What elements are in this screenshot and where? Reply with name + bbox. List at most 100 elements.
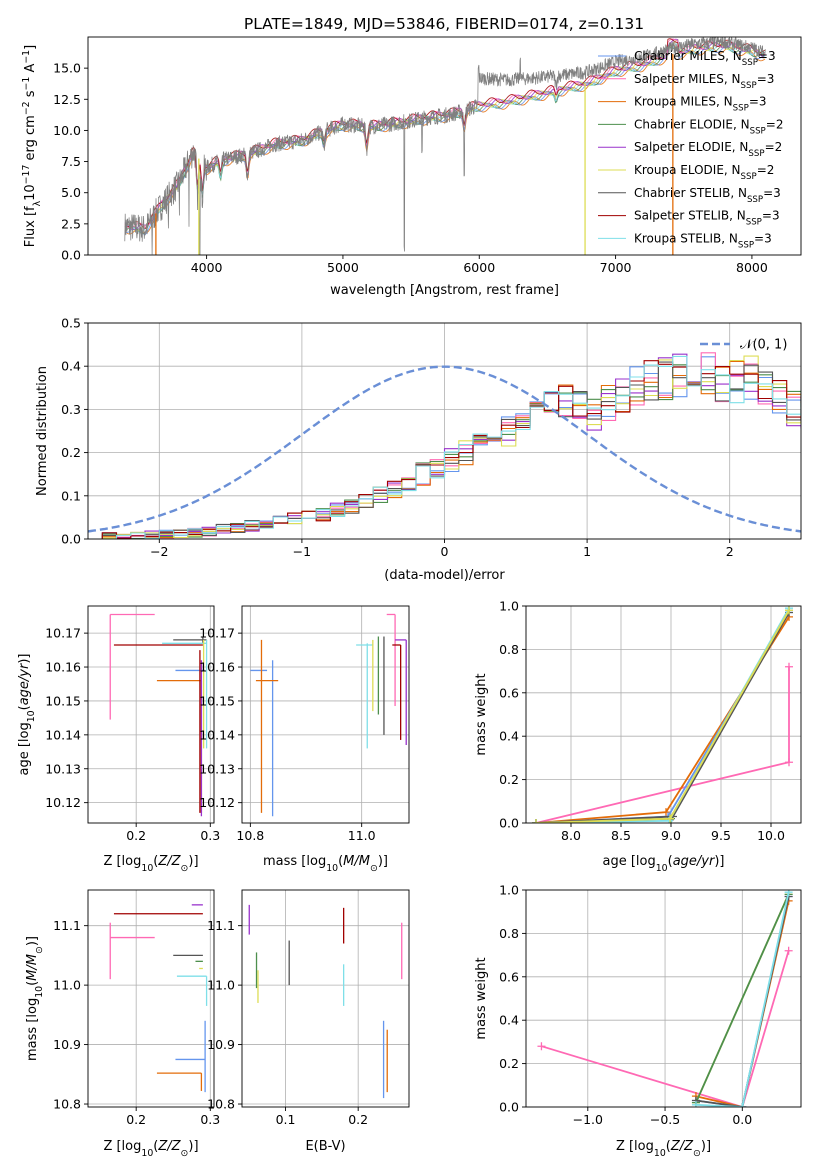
residuals-xtick-label: −1 [293,544,311,559]
spectrum-axes: 4000 5000 6000 7000 8000 0.0 2.5 5.0 7.5 10.0 12.5… [21,36,802,298]
normal-curve [88,365,801,533]
spectrum-xtick-label: 6000 [463,260,495,275]
age-vs-mass-frame [241,605,410,824]
mass-weight-line [695,893,790,1104]
mass-weight-vs-age-axes: 8.0 8.5 9.0 9.5 10.0 0.0 0.2 0.4 0.6 0.8 1.0 age [l… [474,599,802,874]
age-vs-mass-plot-area [250,613,407,817]
age-vs-Z-ytick-label: 10.16 [45,660,81,675]
mass-weight-vs-Z-axes: −1.0 −0.5 0.0 0.0 0.2 0.4 0.6 0.8 1.0 Z [log10(Z/… [474,883,802,1159]
spectrum-plot-area [124,37,766,255]
mass-vs-EBV-xtick-label: 0.2 [348,1112,368,1127]
residuals-xtick-label: 2 [726,544,734,559]
age-vs-Z-ylabel: age [log10(age/yr)] [17,653,37,775]
mass-weight-marker [785,758,793,767]
spectrum-title: PLATE=1849, MJD=53846, FIBERID=0174, z=0… [244,15,644,33]
age-vs-mass-ytick-label: 10.14 [199,727,235,742]
mass-weight-vs-age-xtick-label: 9.0 [661,828,681,843]
mass-weight-vs-age-xtick-label: 10.0 [757,828,785,843]
mass-weight-vs-age-ytick-label: 0.6 [499,685,519,700]
residuals-ytick-label: 0.2 [61,445,81,460]
mass-weight-vs-Z-xtick-label: −1.0 [573,1112,603,1127]
age-vs-Z-plot-area [109,613,208,817]
mass-weight-vs-age-xlabel: age [log10(age/yr)] [602,854,724,874]
residuals-ytick-label: 0.0 [61,532,81,547]
mass-weight-marker [738,1103,747,1107]
spectrum-xtick-label: 7000 [600,260,632,275]
residuals-xtick-label: −2 [150,544,168,559]
legend-label: 𝒩(0, 1) [740,338,787,353]
age-vs-mass-ytick-label: 10.13 [199,761,235,776]
mass-weight-vs-age-ytick-label: 0.8 [499,642,519,657]
spectrum-ytick-label: 12.5 [53,92,81,107]
mass-weight-vs-Z-xtick-label: 0.0 [732,1112,752,1127]
mass-vs-EBV-ytick-label: 10.8 [207,1097,235,1112]
mass-weight-vs-age-xtick-label: 9.5 [711,828,731,843]
mass-weight-vs-age-xtick-label: 8.5 [611,828,631,843]
residuals-xtick-label: 0 [441,544,449,559]
mass-vs-Z-ytick-label: 11.1 [53,918,81,933]
spectrum-xtick-label: 8000 [736,260,768,275]
age-vs-Z-axes: 0.2 0.3 10.12 10.13 10.14 10.15 10.16 10.17 Z [l… [17,605,220,874]
residuals-ytick-label: 0.1 [61,488,81,503]
mass-weight-vs-Z-frame [525,889,802,1108]
spectrum-xtick-label: 4000 [191,260,223,275]
spectrum-xlabel: wavelength [Angstrom, rest frame] [330,283,559,298]
mass-weight-marker [662,808,670,817]
legend-label: Kroupa ELODIE, NSSP=2 [634,163,774,182]
spectrum-xtick-label: 5000 [327,260,359,275]
mass-weight-vs-Z-ytick-label: 0.6 [499,969,519,984]
mass-vs-EBV-plot-area [248,904,403,1099]
age-vs-mass-ytick-label: 10.15 [199,693,235,708]
legend-label: Chabrier MILES, NSSP=3 [634,49,776,68]
residuals-ytick-label: 0.3 [61,402,81,417]
mass-weight-vs-age-plot-area [532,606,793,823]
mass-vs-EBV-frame [241,889,410,1108]
legend-label: Chabrier ELODIE, NSSP=2 [634,117,783,136]
spectrum-ytick-label: 7.5 [61,154,81,169]
residuals-ytick-label: 0.4 [61,359,81,374]
spectrum-ytick-label: 15.0 [53,61,81,76]
mass-weight-vs-age-ytick-label: 0.2 [499,772,519,787]
age-vs-Z-xtick-label: 0.2 [126,828,146,843]
mass-weight-vs-age-ylabel: mass weight [474,673,489,755]
age-vs-Z-ytick-label: 10.12 [45,795,81,810]
spectrum-ytick-label: 5.0 [61,185,81,200]
age-vs-Z-ytick-label: 10.15 [45,693,81,708]
mass-weight-vs-age-xtick-label: 8.0 [561,828,581,843]
mass-weight-vs-age-ytick-label: 1.0 [499,599,519,614]
mass-weight-line [695,892,790,1107]
mass-weight-marker [785,606,793,615]
spectrum-ytick-label: 0.0 [61,248,81,263]
mass-vs-Z-frame [87,889,215,1108]
mass-vs-Z-ytick-label: 10.9 [53,1037,81,1052]
age-vs-mass-xlabel: mass [log10(M/M⊙)] [263,854,388,874]
mass-vs-EBV-xlabel: E(B-V) [305,1139,345,1154]
legend-label: Salpeter MILES, NSSP=3 [634,72,774,91]
age-vs-mass-xtick-label: 10.8 [236,828,264,843]
residual-histogram [88,352,801,539]
mass-weight-vs-Z-xlabel: Z [log10(Z/Z⊙)] [616,1139,711,1159]
legend-label: Salpeter ELODIE, NSSP=2 [634,140,782,159]
mass-weight-vs-Z-ytick-label: 0.2 [499,1056,519,1071]
mass-weight-marker [784,946,793,955]
mass-weight-vs-Z-ylabel: mass weight [474,957,489,1039]
mass-vs-Z-plot-area [109,904,208,1093]
age-vs-Z-ytick-label: 10.17 [45,626,81,641]
age-vs-mass-ytick-label: 10.16 [199,660,235,675]
legend-label: Chabrier STELIB, NSSP=3 [634,186,781,205]
legend-label: Salpeter STELIB, NSSP=3 [634,209,780,228]
mass-vs-EBV-xtick-label: 0.1 [276,1112,296,1127]
mass-weight-vs-age-frame [525,605,802,824]
mass-vs-EBV-axes: 0.1 0.2 10.8 10.9 11.0 11.1 E(B-V) [207,889,410,1154]
mass-vs-Z-xtick-label: 0.3 [200,1112,220,1127]
mass-vs-EBV-ytick-label: 11.0 [207,978,235,993]
legend-label: Kroupa STELIB, NSSP=3 [634,231,772,250]
spectrum-ytick-label: 10.0 [53,123,81,138]
mass-weight-marker [784,890,793,897]
mass-vs-Z-axes: 0.2 0.3 10.8 10.9 11.0 11.1 Z [log10(Z/Z⊙)] mas… [25,889,220,1159]
spectrum-frame [87,36,802,256]
age-vs-Z-ytick-label: 10.13 [45,761,81,776]
residuals-xtick-label: 1 [583,544,591,559]
residuals-ylabel: Normed distribution [35,366,50,496]
spectrum-ytick-label: 2.5 [61,216,81,231]
